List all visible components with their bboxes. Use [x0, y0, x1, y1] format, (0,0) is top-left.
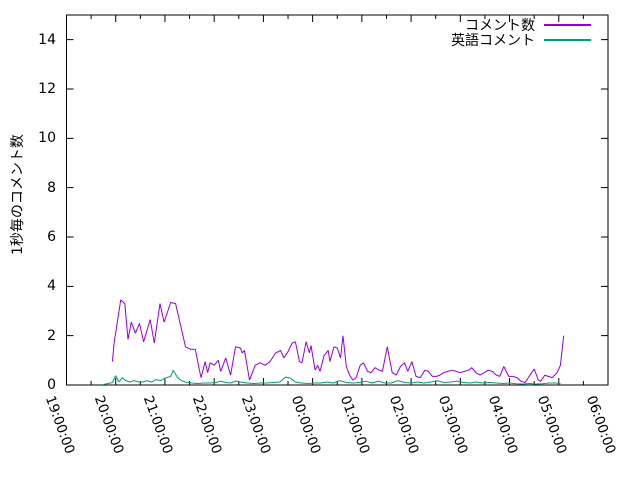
y-tick-label: 4: [47, 278, 56, 295]
legend-line-sample-comments: [544, 24, 591, 26]
y-tick-label: 12: [38, 81, 56, 97]
legend-item-comments: コメント数: [451, 18, 591, 34]
legend: コメント数 英語コメント: [451, 18, 591, 49]
legend-label-english-comments: 英語コメント: [451, 33, 535, 49]
y-tick-label: 0: [47, 377, 56, 393]
legend-label-comments: コメント数: [465, 18, 535, 34]
y-tick-label: 2: [47, 327, 56, 344]
legend-item-english-comments: 英語コメント: [451, 33, 591, 49]
y-tick-label: 6: [47, 229, 56, 245]
legend-line-sample-english-comments: [544, 39, 591, 41]
y-tick-label: 10: [38, 130, 56, 147]
y-tick-label: 14: [38, 31, 56, 48]
y-tick-label: 8: [47, 179, 56, 196]
